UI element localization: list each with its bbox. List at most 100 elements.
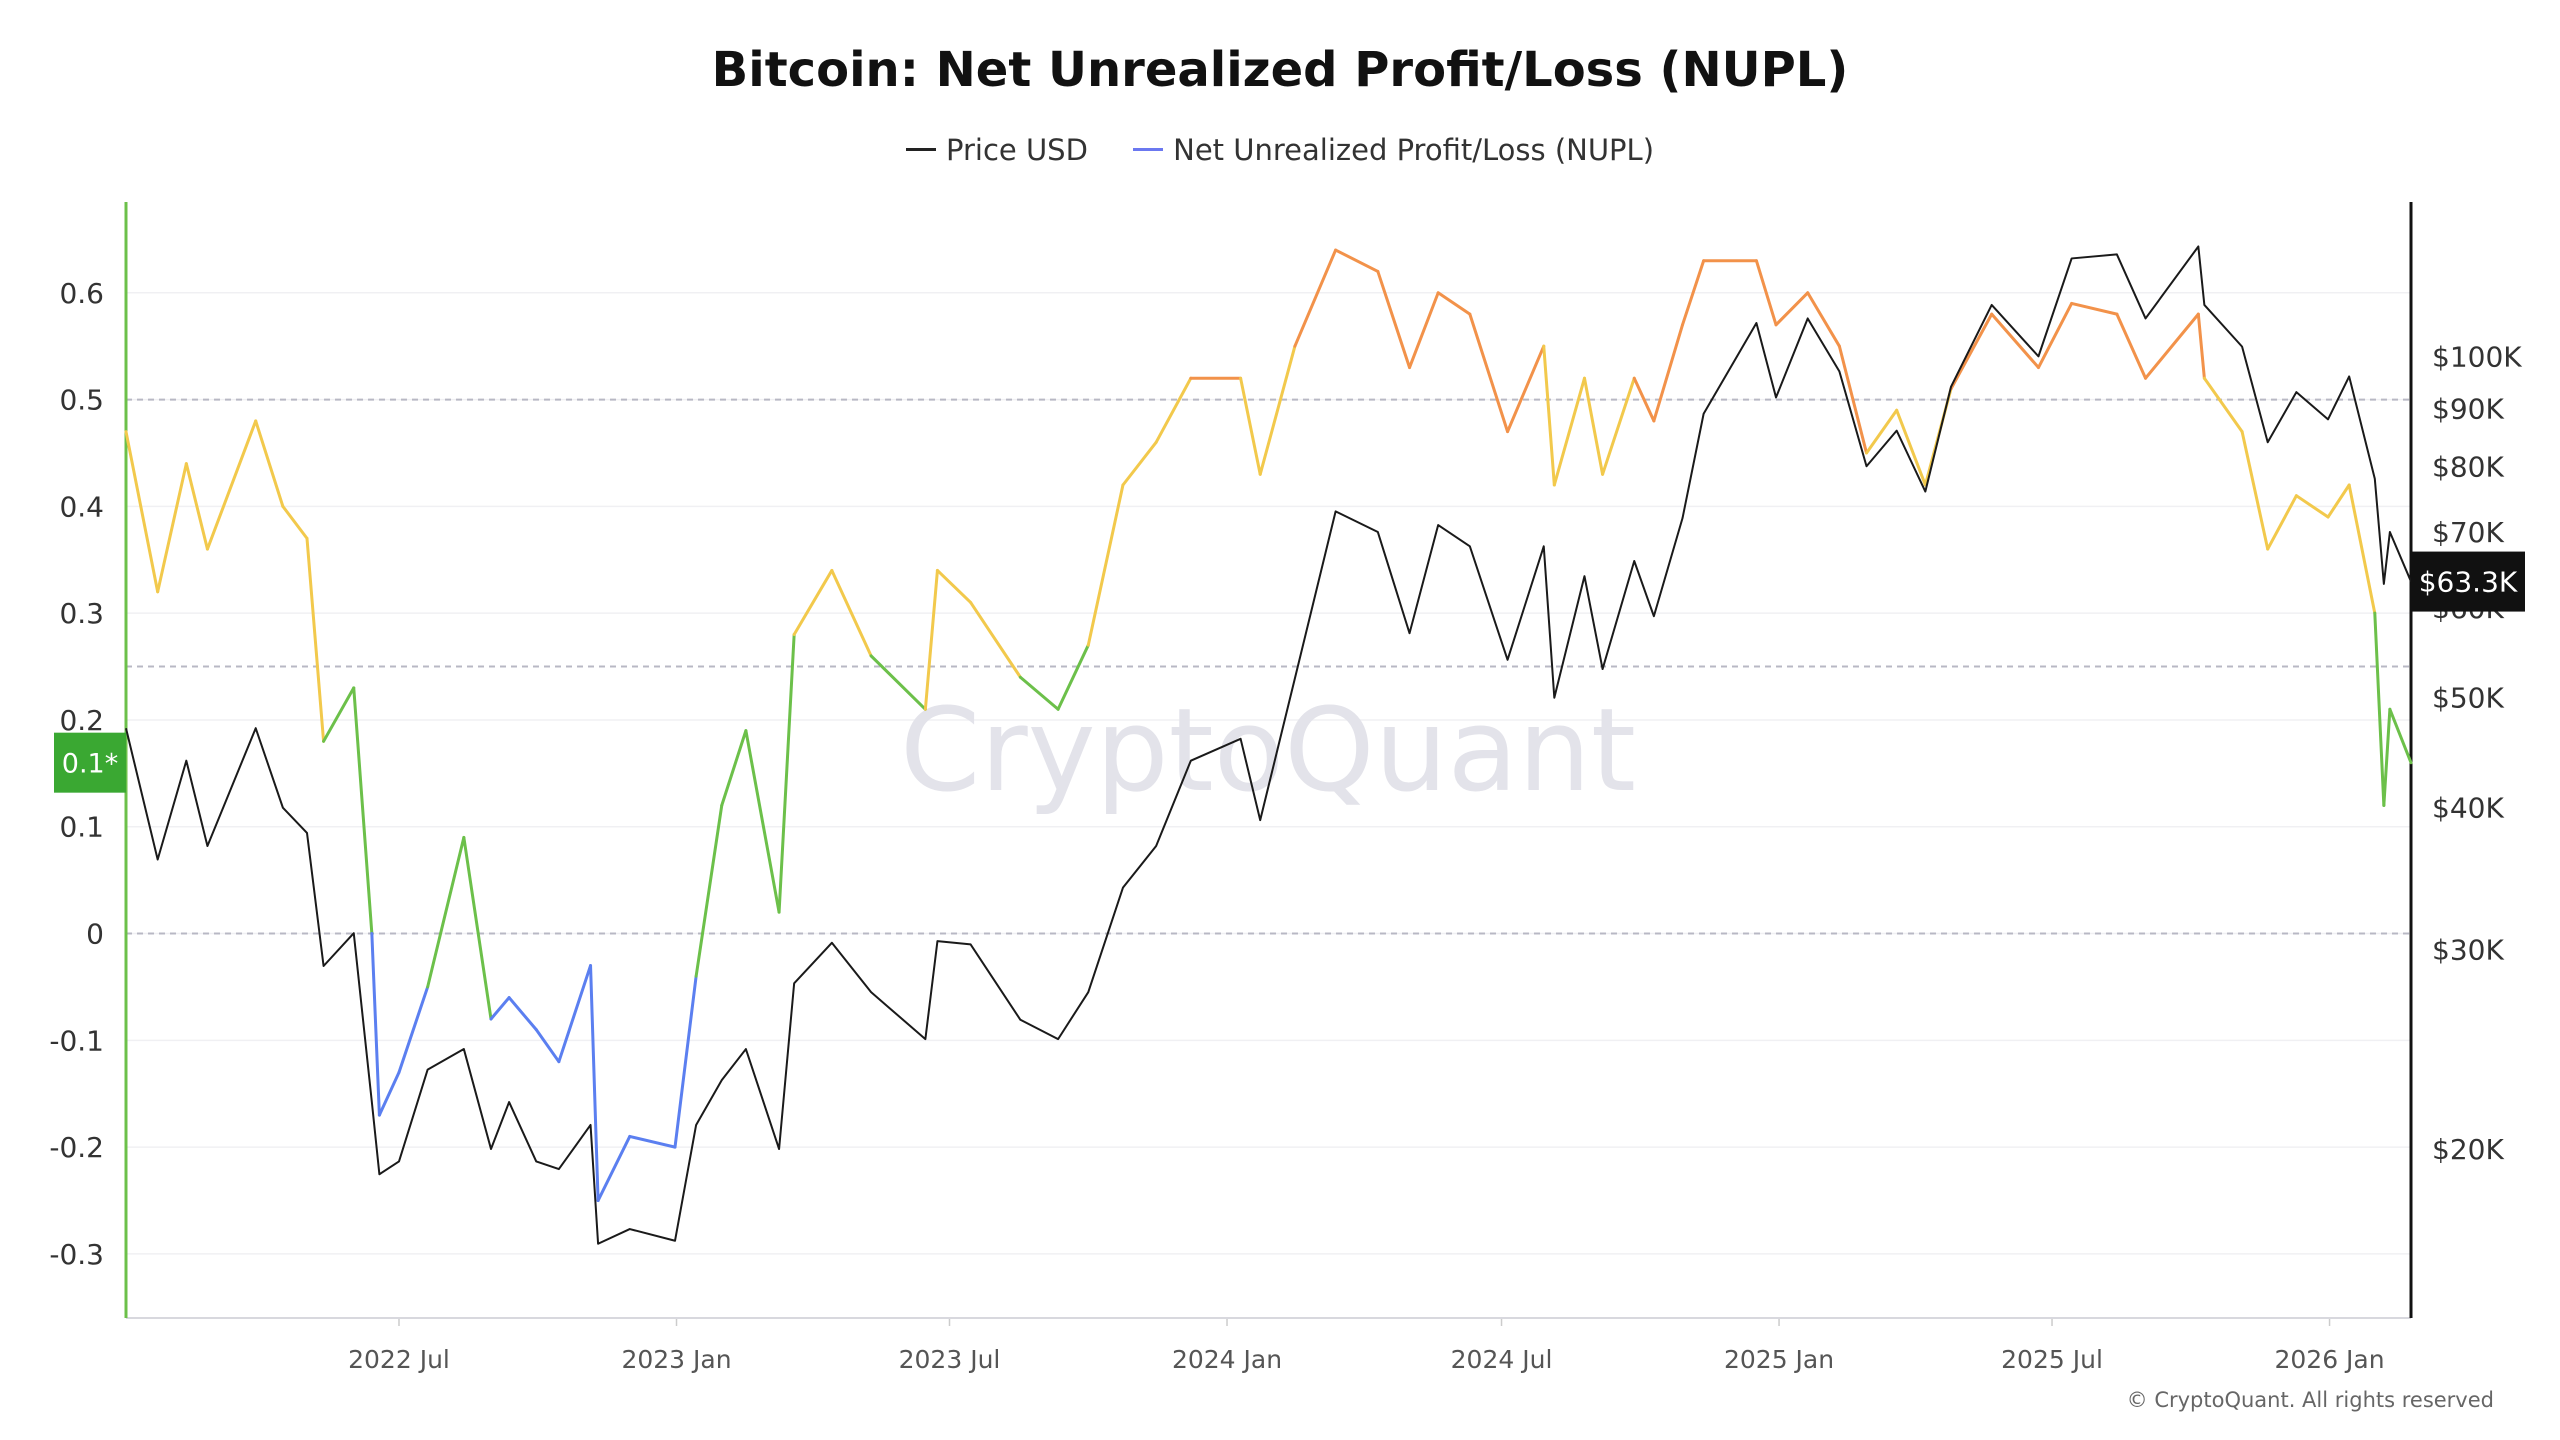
watermark: CryptoQuant — [900, 684, 1636, 818]
right-tick-label: $70K — [2432, 516, 2504, 549]
nupl-segment — [1121, 440, 1158, 487]
left-tick-label: 0.4 — [59, 490, 104, 523]
nupl-segment — [2196, 312, 2206, 380]
nupl-segment — [2240, 430, 2270, 551]
nupl-segment — [507, 996, 538, 1032]
nupl-segment — [205, 419, 258, 551]
nupl-segment — [777, 633, 796, 914]
nupl-segment — [370, 932, 381, 1117]
nupl-segment — [744, 729, 781, 914]
nupl-segment — [2266, 494, 2298, 551]
nupl-segment — [1774, 291, 1810, 327]
nupl-segment — [969, 600, 1022, 679]
left-tick-label: 0.2 — [59, 704, 104, 737]
price-current-label: $63.3K — [2419, 566, 2518, 599]
nupl-segment — [2115, 312, 2148, 380]
nupl-segment — [156, 462, 188, 594]
nupl-segment — [1681, 259, 1706, 327]
nupl-segment — [596, 1134, 632, 1203]
nupl-segment — [254, 419, 285, 508]
nupl-segment — [397, 985, 430, 1074]
nupl-segment — [1837, 344, 1869, 455]
nupl-current-label: 0.1* — [62, 749, 118, 780]
nupl-segment — [1018, 675, 1060, 711]
nupl-segment — [589, 964, 600, 1203]
x-tick-label: 2022 Jul — [348, 1345, 450, 1374]
x-tick-label: 2026 Jan — [2274, 1345, 2384, 1374]
nupl-segment — [1895, 408, 1927, 487]
nupl-segment — [534, 1028, 561, 1064]
nupl-segment — [1506, 344, 1546, 434]
nupl-segment — [305, 536, 326, 743]
left-tick-label: -0.2 — [49, 1131, 104, 1164]
right-tick-label: $90K — [2432, 392, 2504, 425]
nupl-segment — [673, 974, 698, 1149]
x-tick-label: 2025 Jan — [1724, 1345, 1834, 1374]
credit-text: © CryptoQuant. All rights reserved — [2126, 1388, 2494, 1412]
right-tick-label: $20K — [2432, 1133, 2504, 1166]
nupl-segment — [322, 686, 356, 743]
right-tick-label: $100K — [2432, 340, 2522, 373]
nupl-segment — [124, 430, 160, 594]
right-tick-label: $30K — [2432, 933, 2504, 966]
nupl-segment — [1806, 291, 1841, 348]
nupl-segment — [2373, 611, 2386, 807]
nupl-segment — [1468, 312, 1510, 434]
left-tick-label: 0.6 — [59, 277, 104, 310]
nupl-segment — [2070, 301, 2119, 316]
legend-swatch-nupl — [1133, 148, 1164, 151]
x-tick-label: 2024 Jul — [1451, 1345, 1553, 1374]
price-current-tag — [2411, 551, 2525, 612]
x-tick-label: 2025 Jul — [2001, 1345, 2103, 1374]
right-tick-label: $80K — [2432, 450, 2504, 483]
nupl-segment — [1990, 312, 2040, 370]
right-tick-label: $50K — [2432, 682, 2504, 715]
nupl-segment — [2382, 707, 2392, 807]
right-tick-label: $40K — [2432, 792, 2504, 825]
legend-item-nupl[interactable]: Net Unrealized Profit/Loss (NUPL) — [1133, 133, 1654, 167]
nupl-segment — [1154, 376, 1193, 444]
nupl-segment — [1542, 344, 1556, 487]
nupl-segment — [1601, 376, 1636, 476]
chart-title: Bitcoin: Net Unrealized Profit/Loss (NUP… — [711, 42, 1849, 98]
nupl-segment — [1754, 259, 1778, 327]
nupl-segment — [1086, 483, 1125, 647]
nupl-segment — [2036, 301, 2074, 370]
nupl-segment — [426, 835, 466, 989]
legend-item-price[interactable]: Price USD — [905, 132, 1088, 167]
nupl-current-tag — [54, 732, 126, 793]
nupl-segment — [923, 568, 939, 711]
left-tick-label: 0.1 — [59, 811, 104, 844]
nupl-segment — [1582, 376, 1605, 476]
nupl-segment — [2388, 707, 2413, 765]
nupl-segment — [720, 729, 748, 807]
nupl-segment — [628, 1134, 677, 1149]
nupl-segment — [557, 964, 593, 1064]
nupl-segment — [830, 568, 873, 658]
nupl-segment — [869, 654, 927, 711]
nupl-segment — [1408, 291, 1440, 370]
nupl-segment — [1552, 376, 1586, 487]
nupl-segment — [2202, 376, 2244, 434]
left-tick-label: 0.5 — [59, 384, 104, 417]
left-tick-label: -0.1 — [49, 1024, 104, 1057]
nupl-segment — [377, 1070, 401, 1117]
legend: Price USD Net Unrealized Profit/Loss (NU… — [0, 124, 2560, 167]
nupl-segment — [489, 996, 511, 1021]
nupl-segment — [462, 835, 493, 1021]
nupl-segment — [1334, 248, 1380, 273]
nupl-segment — [694, 803, 724, 978]
nupl-segment — [1949, 312, 1994, 391]
nupl-segment — [1436, 291, 1472, 316]
nupl-segment — [1652, 323, 1685, 423]
nupl-segment — [281, 504, 309, 540]
x-tick-label: 2024 Jan — [1172, 1345, 1282, 1374]
nupl-segment — [2347, 483, 2377, 615]
nupl-segment — [2144, 312, 2200, 380]
legend-label-price: Price USD — [945, 132, 1088, 167]
x-tick-label: 2023 Jan — [621, 1345, 731, 1374]
price-line — [125, 245, 2412, 1245]
left-tick-label: -0.3 — [49, 1238, 104, 1271]
legend-swatch-price — [905, 148, 936, 151]
